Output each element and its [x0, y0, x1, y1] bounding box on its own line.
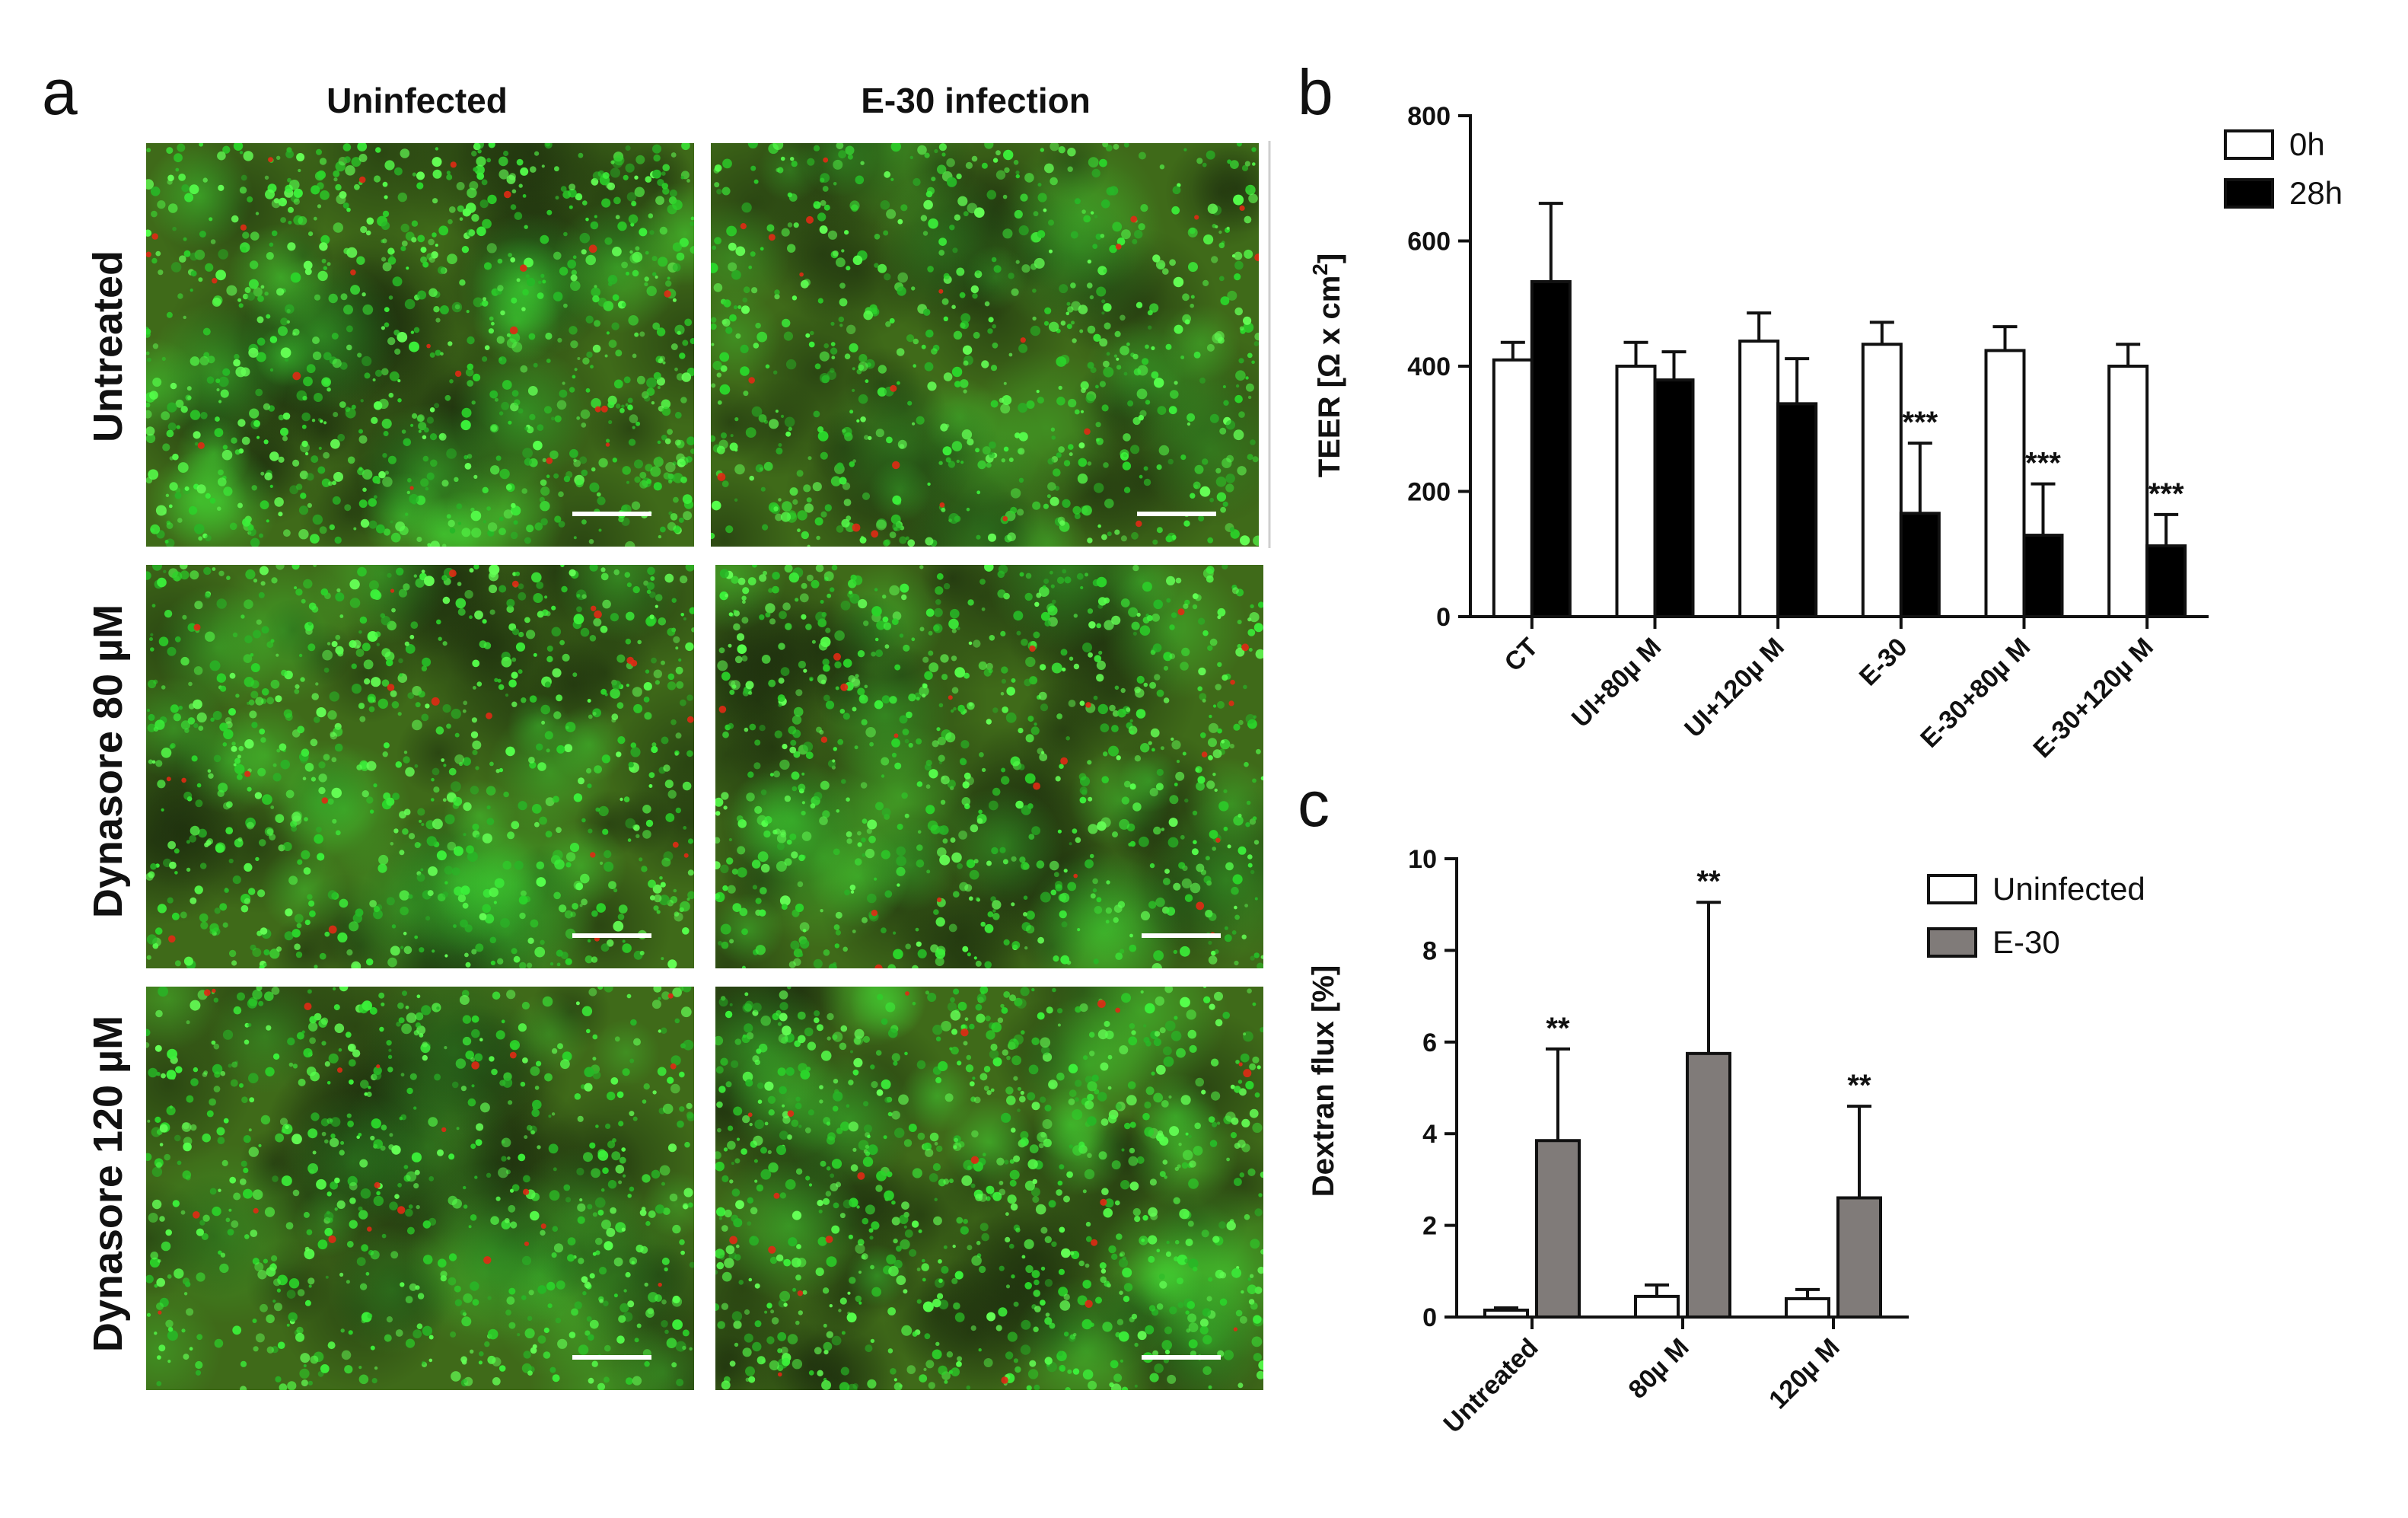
teer-bar-chart: 0 200 400 600 800 CT UI+80µ M UI+120µ M E-30 *** E… [1308, 102, 2343, 764]
bar-uninfected [1785, 1296, 1830, 1319]
legend-swatch [1927, 874, 1977, 904]
panel-b: b 0 200 400 600 800 CT UI+80µ M UI+120µ M E-30 **… [1298, 56, 2343, 764]
micrograph-uninfected-untreated [146, 143, 694, 547]
bar-e-30 [1535, 1139, 1581, 1319]
y-tick-label: 0 [1422, 1303, 1437, 1332]
panel-b-letter: b [1298, 56, 1333, 128]
micrograph-uninfected-dynasore-80 [146, 565, 694, 968]
bar-0h [1861, 343, 1903, 618]
scale-bar [1142, 1355, 1221, 1360]
y-tick-label: 2 [1422, 1212, 1437, 1241]
x-tick-label: CT [1499, 633, 1544, 678]
bar-28h [1776, 402, 1818, 618]
legend-label: 0h [2289, 126, 2325, 162]
x-tick-label: UI+120µ M [1679, 633, 1790, 744]
bar-0h [2107, 365, 2149, 618]
y-tick-label: 0 [1436, 603, 1451, 632]
row-header-dynasore-80: Dynasore 80 µM [85, 604, 131, 918]
x-tick-label: 120µ M [1763, 1333, 1846, 1415]
scale-bar [572, 933, 651, 938]
bar-0h [1492, 358, 1534, 618]
panel-c-letter: c [1298, 768, 1330, 840]
bar-0h [1984, 349, 2026, 618]
y-tick-label: 800 [1407, 102, 1451, 131]
legend-swatch [1927, 927, 1977, 958]
panel-a: a Uninfected E-30 infection Untreated Dy… [42, 56, 1271, 1390]
panel-c: c 0 2 4 6 8 10 Untreated ** 80µ M ** 120µ M ** Uninf… [1298, 768, 2145, 1439]
significance-marker: ** [1847, 1069, 1871, 1102]
legend-label: Uninfected [1992, 871, 2145, 907]
significance-marker: *** [2025, 447, 2061, 480]
x-tick-label: E-30 [1854, 633, 1913, 692]
row-header-untreated: Untreated [85, 250, 131, 442]
y-axis-title: Dextran flux [%] [1307, 965, 1340, 1197]
scale-bar [1142, 933, 1221, 938]
y-tick-label: 400 [1407, 352, 1451, 381]
scale-bar [572, 512, 651, 516]
bar-28h [2022, 534, 2064, 619]
legend-label: E-30 [1992, 924, 2060, 960]
x-tick-label: Untreated [1438, 1333, 1544, 1439]
bar-28h [1899, 512, 1941, 618]
bar-28h [1530, 279, 1572, 618]
x-tick-label: 80µ M [1623, 1333, 1694, 1405]
bar-0h [1615, 365, 1657, 618]
significance-marker: ** [1696, 865, 1721, 898]
bar-0h [1738, 340, 1780, 618]
bar-uninfected [1483, 1308, 1529, 1319]
legend-swatch [2224, 129, 2274, 160]
column-header-e30-infection: E-30 infection [861, 81, 1091, 120]
significance-marker: ** [1546, 1012, 1570, 1045]
bar-28h [2145, 544, 2187, 618]
scale-bar [1137, 512, 1216, 516]
significance-marker: *** [2148, 477, 2184, 511]
y-tick-label: 4 [1422, 1120, 1437, 1149]
legend-swatch [2224, 178, 2274, 209]
micrograph-e30-dynasore-80 [715, 565, 1263, 968]
micrograph-uninfected-dynasore-120 [146, 987, 694, 1390]
bar-e-30 [1686, 1051, 1731, 1319]
bar-28h [1653, 378, 1695, 618]
micrograph-grid [146, 143, 1263, 1390]
micrograph-e30-dynasore-120 [715, 987, 1263, 1390]
legend-label: 28h [2289, 175, 2343, 211]
bar-uninfected [1634, 1294, 1680, 1319]
y-tick-label: 6 [1422, 1028, 1437, 1057]
y-tick-label: 10 [1408, 845, 1437, 874]
bar-e-30 [1836, 1196, 1882, 1319]
micrograph-e30-untreated [711, 143, 1259, 547]
y-tick-label: 8 [1422, 936, 1437, 965]
significance-marker: *** [1902, 406, 1938, 439]
y-tick-label: 200 [1407, 478, 1451, 507]
column-header-uninfected: Uninfected [326, 81, 508, 120]
y-tick-label: 600 [1407, 228, 1451, 257]
dextran-flux-bar-chart: 0 2 4 6 8 10 Untreated ** 80µ M ** 120µ M ** Uninfec… [1307, 845, 2145, 1439]
panel-a-letter: a [42, 56, 78, 128]
scale-bar [572, 1355, 651, 1360]
x-tick-label: UI+80µ M [1566, 633, 1667, 733]
x-tick-label: E-30+80µ M [1915, 633, 2036, 754]
row-header-dynasore-120: Dynasore 120 µM [85, 1016, 131, 1352]
x-tick-label: E-30+120µ M [2027, 633, 2158, 764]
y-axis-title: TEER [Ω x cm2] [1308, 254, 1346, 477]
